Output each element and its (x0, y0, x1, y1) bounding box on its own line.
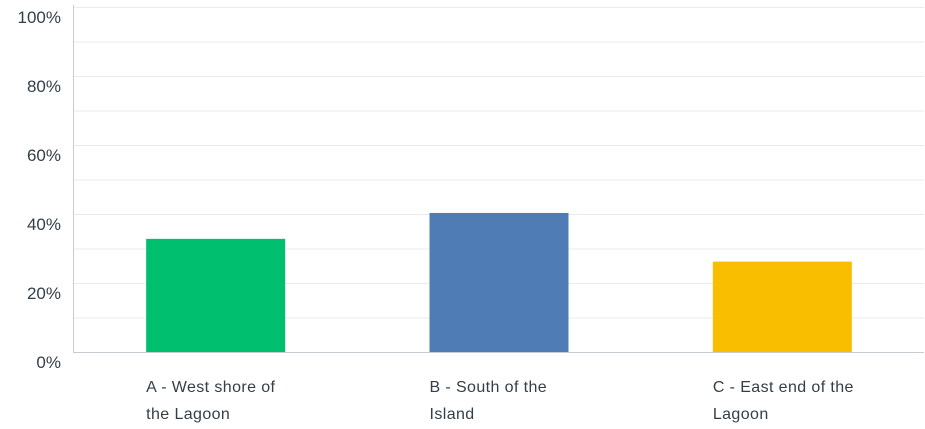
y-tick-label: 60% (27, 146, 61, 165)
x-tick-label: Island (430, 406, 475, 423)
x-tick-label: C - East end of the (713, 379, 854, 396)
bar-1 (429, 212, 569, 352)
y-tick-label: 40% (27, 215, 61, 234)
x-tick-label: the Lagoon (146, 406, 230, 423)
bar-0 (146, 238, 286, 352)
x-tick-labels: A - West shore of the Lagoon B - South of … (146, 379, 854, 423)
y-tick-label: 0% (36, 353, 61, 372)
bars (146, 212, 852, 352)
y-tick-label: 20% (27, 284, 61, 303)
axes (73, 5, 924, 353)
y-tick-label: 80% (27, 77, 61, 96)
bar-2 (712, 261, 852, 352)
x-tick-label: B - South of the (430, 379, 548, 396)
y-tick-label: 100% (18, 8, 61, 27)
x-tick-label: Lagoon (713, 406, 769, 423)
y-tick-labels: 0% 20% 40% 60% 80% 100% (18, 8, 61, 372)
x-tick-label: A - West shore of (146, 379, 275, 396)
